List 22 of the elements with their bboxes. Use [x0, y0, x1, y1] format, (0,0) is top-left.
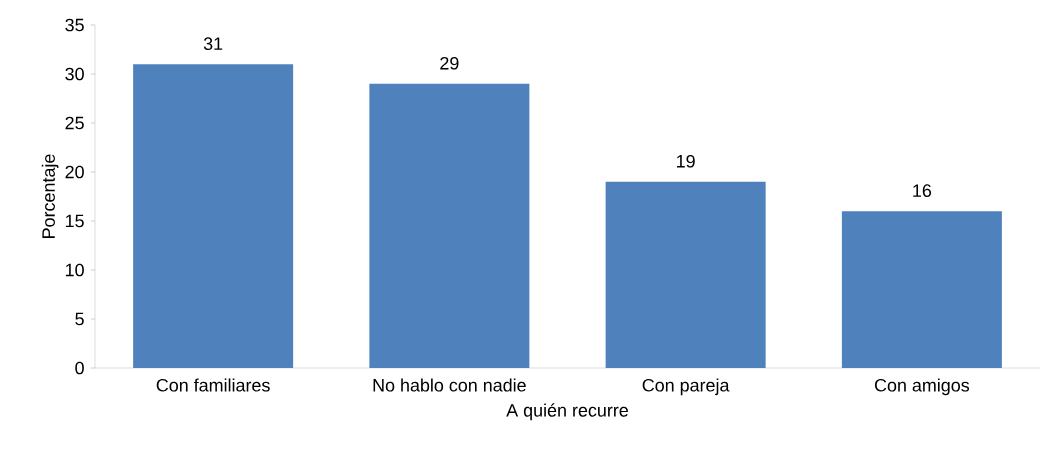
bar — [133, 64, 294, 368]
x-tick-label: Con amigos — [874, 378, 970, 396]
data-label: 16 — [913, 184, 932, 198]
y-tick-label: 15 — [65, 214, 84, 228]
data-label: 29 — [440, 56, 459, 70]
y-tick-label: 25 — [65, 116, 84, 130]
data-label: 31 — [203, 37, 223, 51]
y-tick-label: 35 — [65, 18, 84, 32]
x-tick-label: Con familiares — [156, 378, 270, 392]
y-tick-label: 30 — [65, 67, 84, 81]
x-tick-label: Con pareja — [642, 378, 730, 396]
bar — [605, 181, 766, 368]
y-tick-label: 5 — [75, 312, 84, 326]
x-tick-label: No hablo con nadie — [373, 378, 526, 392]
bar — [369, 83, 530, 368]
y-axis-title: Porcentaje — [41, 154, 59, 238]
y-tick-label: 0 — [75, 361, 84, 375]
x-axis-title: A quién recurre — [506, 403, 628, 421]
data-label: 19 — [677, 154, 695, 168]
y-tick-label: 20 — [65, 165, 84, 179]
y-tick-label: 10 — [65, 263, 84, 277]
bar — [841, 211, 1002, 368]
